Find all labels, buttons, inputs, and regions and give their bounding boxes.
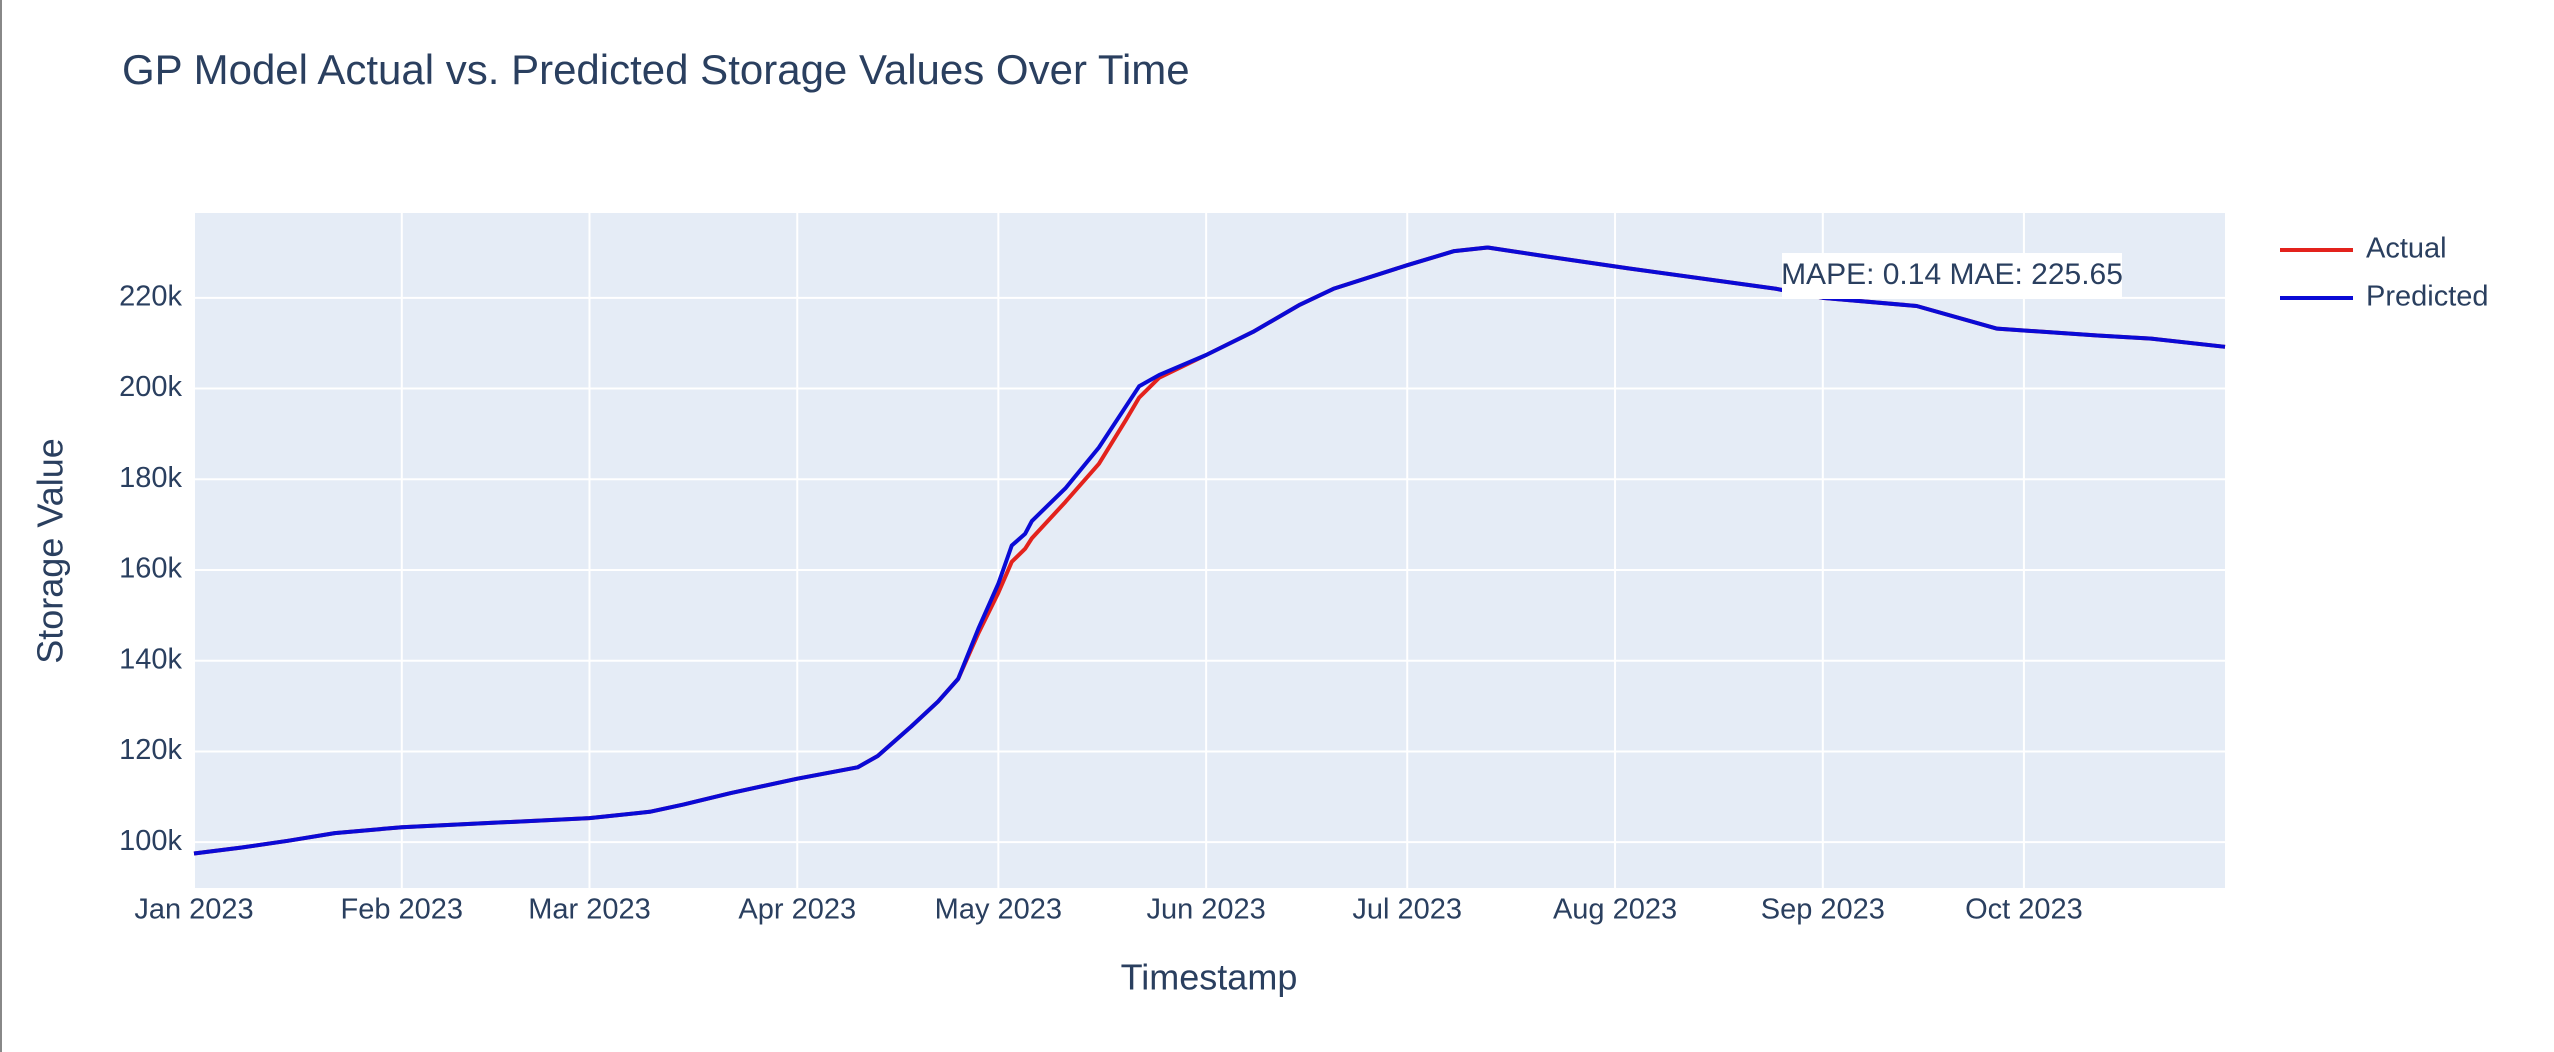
data-line (193, 245, 2226, 856)
grid (193, 213, 2225, 888)
y-axis-title: Storage Value (30, 438, 71, 664)
y-tick-label: 120k (119, 734, 182, 766)
x-tick-label: Jun 2023 (1146, 894, 1265, 926)
y-tick-label: 220k (119, 280, 182, 312)
y-tick-label: 180k (119, 462, 182, 494)
x-tick-label: Jul 2023 (1352, 894, 1462, 926)
annotation-box (1782, 253, 2122, 299)
x-axis-title: Timestamp (1121, 957, 1298, 998)
x-tick-label: Mar 2023 (528, 894, 651, 926)
y-tick-label: 200k (119, 371, 182, 403)
legend: Actual Predicted (2280, 233, 2489, 313)
x-tick-label: Sep 2023 (1761, 894, 1885, 926)
x-tick-label: Feb 2023 (341, 894, 464, 926)
legend-label: Actual (2366, 233, 2447, 265)
y-tick-label: 140k (119, 643, 182, 675)
plot-background (194, 213, 2225, 888)
x-tick-label: Jan 2023 (134, 894, 253, 926)
x-tick-label: May 2023 (935, 894, 1062, 926)
y-tick-label: 160k (119, 553, 182, 585)
y-tick-label: 100k (119, 825, 182, 857)
plot-lines (193, 245, 2226, 856)
annotation: MAPE: 0.14 MAE: 225.65 (1781, 258, 2123, 291)
x-tick-label: Apr 2023 (738, 894, 856, 926)
x-tick-label: Oct 2023 (1965, 894, 2083, 926)
legend-label: Predicted (2366, 281, 2489, 313)
chart-title: GP Model Actual vs. Predicted Storage Va… (122, 46, 1190, 93)
x-tick-label: Aug 2023 (1553, 894, 1677, 926)
